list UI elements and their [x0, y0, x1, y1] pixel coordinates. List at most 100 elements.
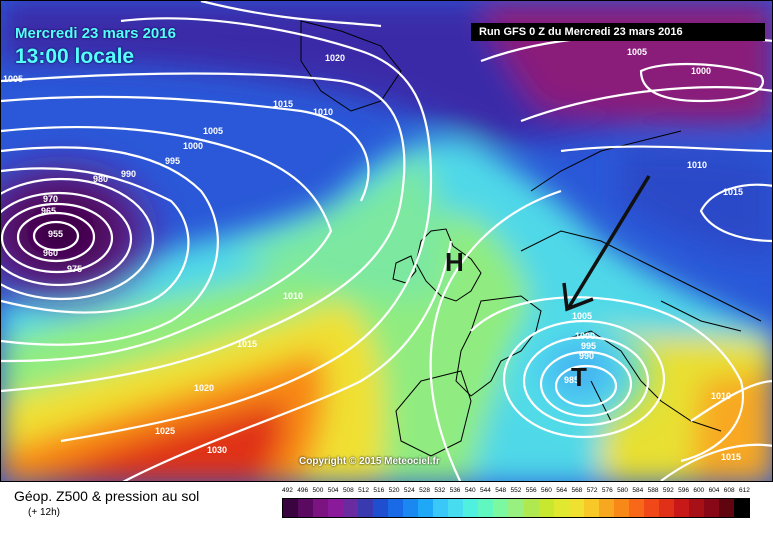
scale-swatch [418, 499, 434, 517]
isobar-label: 990 [121, 169, 136, 179]
scale-tick: 520 [388, 487, 400, 494]
copyright: Copyright © 2015 Meteociel.fr [299, 456, 440, 467]
scale-tick: 552 [510, 487, 522, 494]
scale-swatch [433, 499, 449, 517]
isobar-label: 1015 [723, 187, 743, 197]
scale-tick: 492 [282, 487, 293, 494]
scale-bar [282, 498, 750, 518]
scale-tick: 580 [617, 487, 629, 494]
isobar-label: 1000 [183, 141, 203, 151]
scale-tick: 544 [480, 487, 491, 494]
scale-swatch [643, 499, 659, 517]
scale-swatch [553, 499, 569, 517]
isobar-label: 980 [93, 174, 108, 184]
isobar-label: 1030 [207, 445, 227, 455]
isobar-label: 955 [48, 229, 63, 239]
isobar-label: 985 [564, 375, 579, 385]
scale-swatch [703, 499, 719, 517]
scale-tick: 496 [297, 487, 309, 494]
high-pressure-symbol: H [445, 247, 464, 277]
scale-swatch [733, 499, 749, 517]
scale-tick: 508 [342, 487, 354, 494]
legend-title: Géop. Z500 & pression au sol [14, 488, 200, 504]
scale-swatch [568, 499, 584, 517]
isobar-label: 1000 [691, 66, 711, 76]
isobar-label: 1010 [711, 391, 731, 401]
scale-tick: 564 [556, 487, 568, 494]
map-canvas: 1020 1015 1010 1005 1000 995 990 980 970… [1, 1, 772, 481]
isobar-label: 1005 [3, 74, 23, 84]
scale-swatch [283, 499, 299, 517]
scale-swatch [343, 499, 359, 517]
scale-tick: 588 [647, 487, 659, 494]
isobar-label: 1025 [155, 426, 175, 436]
scale-swatch [403, 499, 419, 517]
scale-tick: 504 [327, 487, 339, 494]
scale-tick: 528 [419, 487, 430, 494]
isobar-label: 1010 [313, 107, 333, 117]
isobar-label: 970 [43, 194, 58, 204]
scale-swatch [673, 499, 689, 517]
scale-swatch [313, 499, 329, 517]
scale-tick: 572 [586, 487, 598, 494]
weather-map: 1020 1015 1010 1005 1000 995 990 980 970… [0, 0, 773, 482]
scale-swatch [523, 499, 539, 517]
isobar-label: 1005 [627, 47, 647, 57]
isobar-label: 990 [579, 351, 594, 361]
scale-swatch [388, 499, 404, 517]
scale-swatch [493, 499, 509, 517]
forecast-time: 13:00 locale [15, 45, 135, 68]
scale-tick: 524 [403, 487, 415, 494]
isobar-label: 995 [165, 156, 180, 166]
isobar-labels: 1020 1015 1010 1005 1000 995 990 980 970… [3, 47, 743, 462]
scale-swatch [328, 499, 344, 517]
isobar-label: 1015 [273, 99, 293, 109]
scale-tick: 576 [601, 487, 613, 494]
scale-tick: 516 [373, 487, 385, 494]
scale-swatch [583, 499, 599, 517]
scale-tick: 560 [540, 487, 552, 494]
color-scale: 492 496 500 504 508 512 516 520 524 528 532 536 540 5… [282, 487, 750, 518]
arrow-icon [562, 175, 651, 312]
scale-ticks: 492 496 500 504 508 512 516 520 524 528 532 536 540 5… [282, 487, 750, 498]
scale-tick: 604 [708, 487, 720, 494]
legend-subtitle: (+ 12h) [28, 507, 60, 518]
scale-swatch [538, 499, 554, 517]
low-pressure-symbol: T [571, 362, 587, 392]
scale-tick: 568 [571, 487, 583, 494]
scale-swatch [448, 499, 464, 517]
scale-tick: 532 [434, 487, 446, 494]
scale-tick: 592 [662, 487, 674, 494]
isobar-label: 975 [67, 264, 82, 274]
scale-swatch [463, 499, 479, 517]
scale-swatch [298, 499, 314, 517]
scale-tick: 500 [312, 487, 324, 494]
scale-swatch [718, 499, 734, 517]
scale-tick: 548 [495, 487, 507, 494]
scale-swatch [508, 499, 524, 517]
isobars [1, 1, 772, 481]
scale-tick: 536 [449, 487, 461, 494]
scale-swatch [373, 499, 389, 517]
scale-tick: 512 [358, 487, 370, 494]
scale-swatch [598, 499, 614, 517]
isobar-label: 1020 [194, 383, 214, 393]
isobar-label: 1015 [237, 339, 257, 349]
isobar-label: 1005 [203, 126, 223, 136]
isobar-label: 960 [43, 248, 58, 258]
forecast-date: Mercredi 23 mars 2016 [15, 25, 176, 42]
scale-swatch [628, 499, 644, 517]
scale-swatch [478, 499, 494, 517]
scale-tick: 540 [464, 487, 476, 494]
scale-tick: 608 [723, 487, 735, 494]
scale-swatch [658, 499, 674, 517]
isobar-label: 1010 [283, 291, 303, 301]
isobar-label: 1015 [721, 452, 741, 462]
isobar-label: 965 [41, 206, 56, 216]
scale-swatch [688, 499, 704, 517]
scale-tick: 596 [678, 487, 689, 494]
legend-footer: Géop. Z500 & pression au sol (+ 12h) 492… [0, 482, 773, 544]
scale-swatch [613, 499, 629, 517]
scale-tick: 612 [739, 487, 750, 494]
scale-tick: 556 [525, 487, 537, 494]
